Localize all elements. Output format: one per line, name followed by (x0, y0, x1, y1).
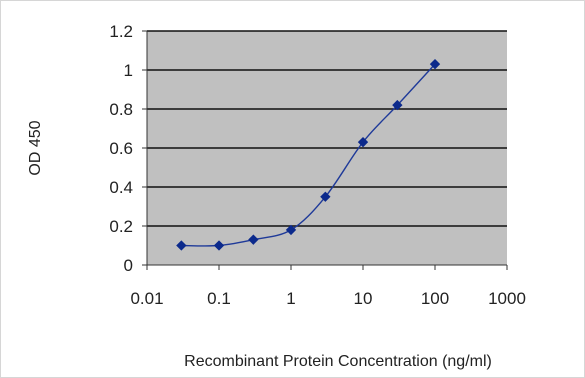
y-tick-label: 0.6 (109, 139, 133, 158)
data-point-5 (357, 136, 369, 148)
y-tick-label: 0.2 (109, 217, 133, 236)
data-point-6 (392, 99, 403, 111)
y-tick-label: 1 (124, 61, 133, 80)
data-point-2 (248, 234, 259, 245)
x-tick-labels: 0.01 0.1 1 10 100 1000 (130, 289, 525, 308)
x-tick-label: 1000 (488, 289, 526, 308)
x-tick-label: 100 (421, 289, 449, 308)
data-point-3 (285, 224, 297, 236)
series (176, 58, 441, 251)
grid-lines (147, 30, 507, 227)
data-point-0 (176, 240, 187, 251)
x-tick-label: 0.1 (207, 289, 231, 308)
y-tick-labels: 0 0.2 0.4 0.6 0.8 1 1.2 (109, 22, 133, 275)
y-tick-label: 0.8 (109, 100, 133, 119)
x-tick-label: 1 (286, 289, 295, 308)
x-tick-label: 10 (354, 289, 373, 308)
y-tick-label: 0.4 (109, 178, 133, 197)
data-point-7 (429, 58, 441, 70)
x-axis-title: Recombinant Protein Concentration (ng/ml… (184, 353, 492, 370)
y-tick-label: 0 (124, 256, 133, 275)
data-point-1 (213, 240, 225, 251)
x-tick-label: 0.01 (130, 289, 163, 308)
y-axis-title: OD 450 (27, 120, 44, 175)
axes (142, 30, 508, 270)
y-tick-label: 1.2 (109, 22, 133, 41)
data-point-4 (320, 191, 331, 202)
